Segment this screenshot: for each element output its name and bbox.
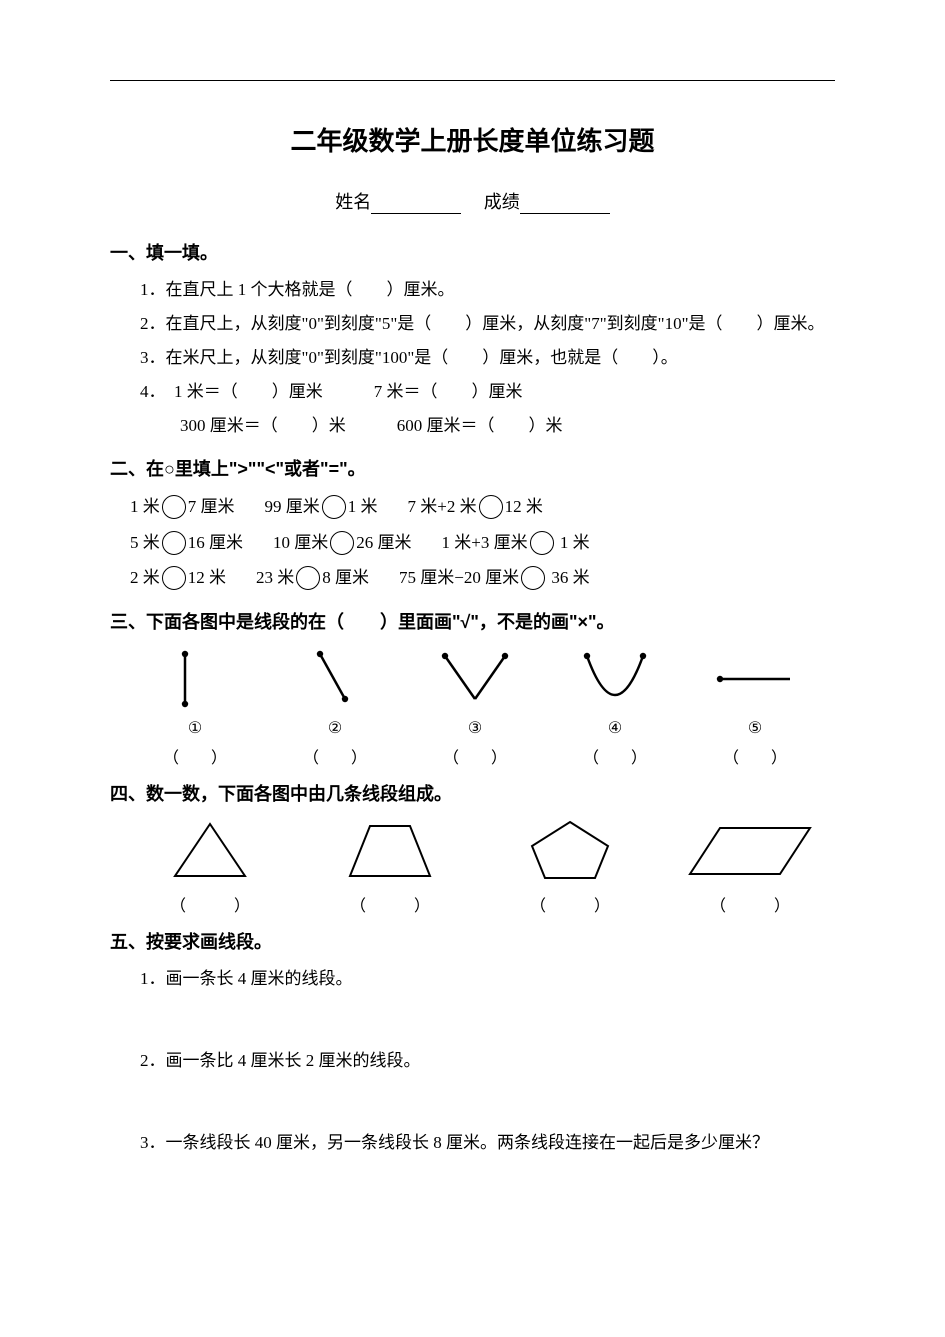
s5-q1: 1．画一条长 4 厘米的线段。 [140,962,835,996]
fig-label: ① [188,718,202,738]
s2-text: 8 厘米 [322,560,369,596]
s2-text: 5 米 [130,525,160,561]
s2-cell: 99 厘米 1 米 [265,489,378,525]
s1-q1: 1．在直尺上 1 个大格就是（ ）厘米。 [140,273,835,307]
name-score-line: 姓名 成绩 [110,188,835,214]
shape-blank[interactable]: （ ） [170,892,250,916]
fig-blank[interactable]: （ ） [163,744,227,768]
s2-text: 1 米 [130,489,160,525]
s2-text: 7 厘米 [188,489,235,525]
draw-space-1[interactable] [110,996,835,1036]
pentagon-icon [520,816,620,886]
s4-shape-parallelogram: （ ） [680,816,820,916]
s1-q4b: 300 厘米＝（ ）米 600 厘米＝（ ）米 [180,409,835,443]
worksheet-page: 二年级数学上册长度单位练习题 姓名 成绩 一、填一填。 1．在直尺上 1 个大格… [0,0,945,1337]
fig-label: ④ [608,718,622,738]
v-shape-icon [435,644,515,714]
s2-text: 1 米+3 厘米 [442,525,528,561]
page-title: 二年级数学上册长度单位练习题 [110,121,835,158]
parallelogram-icon [680,816,820,886]
fig-label: ③ [468,718,482,738]
s2-cell: 7 米+2 米 12 米 [408,489,543,525]
fig-blank[interactable]: （ ） [303,744,367,768]
section-2-head: 二、在○里填上">""<"或者"="。 [110,455,835,481]
s5-q3: 3．一条线段长 40 厘米，另一条线段长 8 厘米。两条线段连接在一起后是多少厘… [140,1126,835,1160]
s2-cell: 1 米+3 厘米 1 米 [442,525,590,561]
line-segment-vertical-icon [165,644,225,714]
s2-text: 23 米 [256,560,294,596]
score-blank[interactable] [520,193,610,214]
fig-label: ② [328,718,342,738]
s3-fig-1: ① （ ） [140,644,250,768]
s4-shapes: （ ） （ ） （ ） （ ） [140,816,835,916]
s4-shape-triangle: （ ） [140,816,280,916]
line-segment-diagonal-icon [305,644,365,714]
s2-text: 10 厘米 [273,525,328,561]
compare-circle[interactable] [162,566,186,590]
name-blank[interactable] [371,193,461,214]
s2-cell: 5 米 16 厘米 [130,525,243,561]
draw-space-2[interactable] [110,1078,835,1118]
s3-fig-3: ③ （ ） [420,644,530,768]
s1-q4a: 4． 1 米＝（ ）厘米 7 米＝（ ）厘米 [140,375,835,409]
section-1-head: 一、填一填。 [110,239,835,265]
s3-fig-2: ② （ ） [280,644,390,768]
s2-cell: 10 厘米 26 厘米 [273,525,412,561]
s5-q2: 2．画一条比 4 厘米长 2 厘米的线段。 [140,1044,835,1078]
s2-text: 36 米 [551,560,589,596]
s2-cell: 23 米 8 厘米 [256,560,369,596]
shape-blank[interactable]: （ ） [350,892,430,916]
s2-row-2: 5 米 16 厘米 10 厘米 26 厘米 1 米+3 厘米 1 米 [130,525,835,561]
fig-label: ⑤ [748,718,762,738]
compare-circle[interactable] [330,531,354,555]
compare-circle[interactable] [296,566,320,590]
compare-circle[interactable] [530,531,554,555]
s2-cell: 75 厘米−20 厘米 36 米 [399,560,590,596]
top-rule [110,80,835,81]
shape-blank[interactable]: （ ） [530,892,610,916]
s4-shape-trapezoid: （ ） [320,816,460,916]
section-4-head: 四、数一数，下面各图中由几条线段组成。 [110,780,835,806]
fig-blank[interactable]: （ ） [583,744,647,768]
s2-text: 2 米 [130,560,160,596]
s1-q2: 2．在直尺上，从刻度"0"到刻度"5"是（ ）厘米，从刻度"7"到刻度"10"是… [140,307,835,341]
s2-cell: 1 米 7 厘米 [130,489,235,525]
s3-figures: ① （ ） ② （ ） ③ （ ） [140,644,835,768]
s2-text: 12 米 [505,489,543,525]
compare-circle[interactable] [479,495,503,519]
shape-blank[interactable]: （ ） [710,892,790,916]
s1-q3: 3．在米尺上，从刻度"0"到刻度"100"是（ ）厘米，也就是（ ）。 [140,341,835,375]
compare-circle[interactable] [162,495,186,519]
s2-text: 99 厘米 [265,489,320,525]
s2-text: 16 厘米 [188,525,243,561]
compare-circle[interactable] [521,566,545,590]
triangle-icon [160,816,260,886]
section-5-head: 五、按要求画线段。 [110,928,835,954]
s2-cell: 2 米 12 米 [130,560,226,596]
fig-blank[interactable]: （ ） [723,744,787,768]
ray-line-icon [710,644,800,714]
fig-blank[interactable]: （ ） [443,744,507,768]
s2-row-1: 1 米 7 厘米 99 厘米 1 米 7 米+2 米 12 米 [130,489,835,525]
s2-text: 7 米+2 米 [408,489,477,525]
s4-shape-pentagon: （ ） [500,816,640,916]
s2-text: 1 米 [560,525,590,561]
s2-text: 1 米 [348,489,378,525]
compare-circle[interactable] [162,531,186,555]
s2-text: 75 厘米−20 厘米 [399,560,519,596]
name-label: 姓名 [335,192,371,212]
trapezoid-icon [335,816,445,886]
s2-text: 26 厘米 [356,525,411,561]
s3-fig-4: ④ （ ） [560,644,670,768]
s2-text: 12 米 [188,560,226,596]
compare-circle[interactable] [322,495,346,519]
s3-fig-5: ⑤ （ ） [700,644,810,768]
section-3-head: 三、下面各图中是线段的在（ ）里面画"√"，不是的画"×"。 [110,608,835,634]
u-curve-icon [575,644,655,714]
s2-row-3: 2 米 12 米 23 米 8 厘米 75 厘米−20 厘米 36 米 [130,560,835,596]
score-label: 成绩 [484,192,520,212]
